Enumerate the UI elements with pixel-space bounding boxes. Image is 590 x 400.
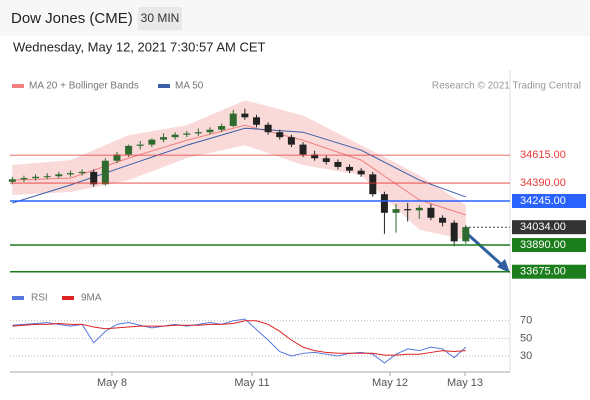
candle-body bbox=[159, 137, 167, 140]
candle-body bbox=[218, 126, 226, 130]
candle-body bbox=[148, 139, 156, 145]
level-label: 33675.00 bbox=[520, 266, 566, 278]
candle-body bbox=[415, 207, 423, 211]
candle-body bbox=[8, 179, 16, 182]
candle-body bbox=[346, 166, 354, 171]
y-tick-label: 70 bbox=[520, 315, 532, 327]
candle-body bbox=[125, 145, 133, 155]
level-label-bg bbox=[512, 220, 586, 235]
level-label: 34034.00 bbox=[520, 221, 566, 233]
credit: Research © 2021 Trading Central bbox=[432, 81, 581, 92]
candle-body bbox=[206, 129, 214, 133]
forecast-arrow bbox=[461, 228, 505, 268]
candle-body bbox=[113, 154, 121, 161]
legend-label: MA 20 + Bollinger Bands bbox=[29, 81, 139, 92]
header-bar bbox=[0, 0, 590, 36]
candle-body bbox=[427, 207, 435, 218]
interval-button[interactable] bbox=[138, 7, 182, 30]
bollinger-band bbox=[12, 100, 466, 240]
legend-label: RSI bbox=[31, 293, 48, 304]
legend-swatch bbox=[158, 84, 170, 88]
candle-body bbox=[136, 144, 144, 146]
candle-body bbox=[78, 171, 86, 174]
candle-body bbox=[66, 173, 74, 175]
forecast-arrowhead bbox=[497, 259, 510, 273]
y-tick-label: 50 bbox=[520, 332, 532, 344]
candle-body bbox=[287, 137, 295, 145]
candle-body bbox=[369, 174, 377, 195]
legend-label: MA 50 bbox=[175, 81, 204, 92]
timestamp: Wednesday, May 12, 2021 7:30:57 AM CET bbox=[13, 39, 265, 54]
candle-body bbox=[357, 170, 365, 175]
legend-swatch bbox=[12, 296, 24, 300]
interval[interactable]: 30 MIN bbox=[141, 11, 180, 25]
candle-body bbox=[334, 161, 342, 167]
candle-body bbox=[380, 194, 388, 213]
x-tick-label: May 13 bbox=[447, 377, 483, 389]
candle-body bbox=[43, 176, 51, 178]
level-label: 34615.00 bbox=[520, 149, 566, 161]
title: Dow Jones (CME) bbox=[11, 10, 133, 27]
rsi-line bbox=[12, 318, 467, 364]
candle-body bbox=[183, 133, 191, 135]
candle-body bbox=[253, 117, 261, 125]
ma-line bbox=[12, 124, 466, 216]
candle-body bbox=[20, 178, 28, 180]
level-label-bg bbox=[512, 238, 586, 253]
legend-swatch bbox=[12, 84, 24, 88]
x-tick-label: May 8 bbox=[97, 377, 127, 389]
level-label-bg bbox=[512, 264, 586, 279]
candle-body bbox=[241, 113, 249, 118]
level-label: 33890.00 bbox=[520, 239, 566, 251]
candle-body bbox=[101, 160, 109, 185]
candle-body bbox=[90, 171, 98, 185]
candle-body bbox=[392, 209, 400, 213]
candle-body bbox=[462, 227, 470, 242]
candle-body bbox=[194, 132, 202, 134]
x-tick-label: May 12 bbox=[372, 377, 408, 389]
candle-body bbox=[229, 113, 237, 126]
candle-body bbox=[439, 217, 447, 223]
ma-line bbox=[12, 127, 466, 204]
candle-body bbox=[171, 134, 179, 138]
candle-body bbox=[404, 209, 412, 211]
y-tick-label: 30 bbox=[520, 350, 532, 362]
candle-body bbox=[264, 124, 272, 133]
legend-swatch bbox=[62, 296, 74, 300]
candle-body bbox=[299, 144, 307, 155]
candle-body bbox=[450, 222, 458, 242]
candle-body bbox=[32, 176, 40, 179]
level-label: 34245.00 bbox=[520, 195, 566, 207]
level-label: 34390.00 bbox=[520, 177, 566, 189]
legend-label: 9MA bbox=[81, 293, 102, 304]
level-label-bg bbox=[512, 194, 586, 209]
candle-body bbox=[311, 154, 319, 159]
rsi-line bbox=[12, 320, 466, 356]
candle-body bbox=[276, 132, 284, 138]
candle-body bbox=[55, 174, 63, 177]
x-tick-label: May 11 bbox=[234, 377, 269, 389]
candle-body bbox=[322, 158, 330, 162]
